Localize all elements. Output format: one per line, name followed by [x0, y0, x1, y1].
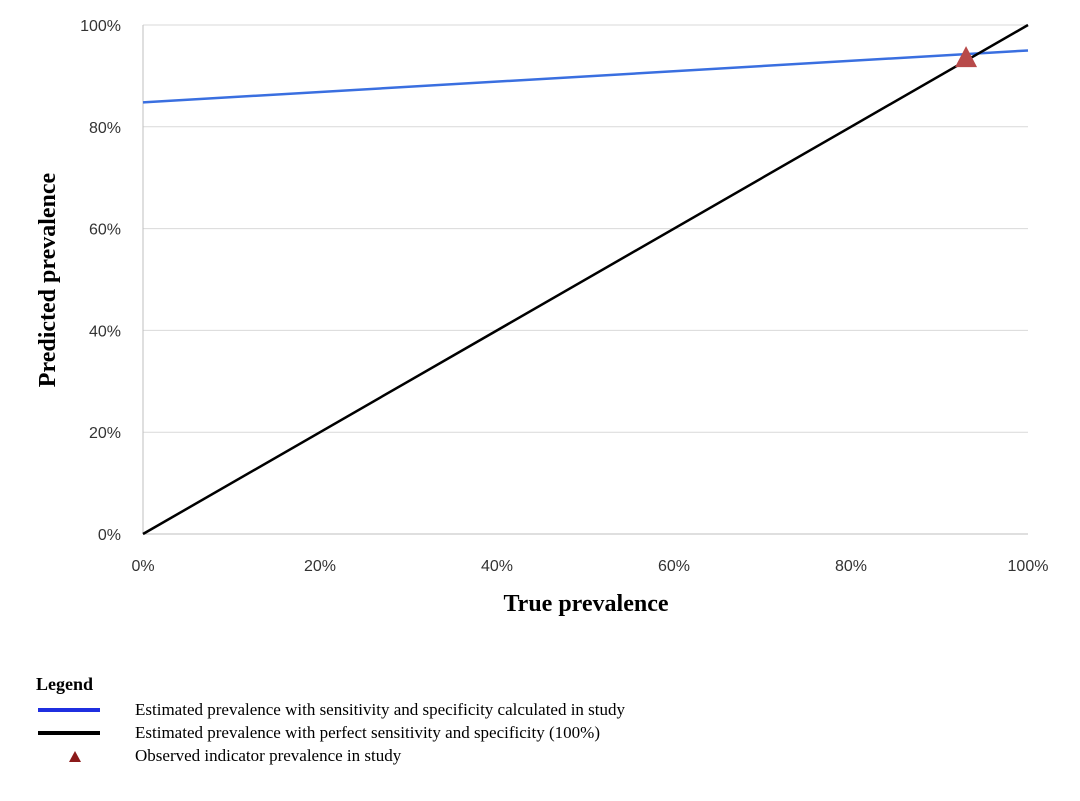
y-tick-label: 40% [89, 323, 121, 340]
y-tick-label: 100% [80, 18, 121, 35]
legend-item-estimated-study: Estimated prevalence with sensitivity an… [36, 699, 1036, 722]
y-tick-label: 20% [89, 425, 121, 442]
x-axis-title: True prevalence [503, 591, 668, 617]
y-tick-labels: 0% 20% 40% 60% 80% 100% [80, 18, 121, 544]
x-tick-labels: 0% 20% 40% 60% 80% 100% [131, 558, 1048, 575]
legend-title: Legend [36, 674, 94, 694]
x-tick-label: 40% [481, 558, 513, 575]
legend-blue-line-swatch [38, 708, 100, 712]
x-tick-label: 80% [835, 558, 867, 575]
observed-point-marker [955, 46, 978, 68]
series-line-1 [142, 23, 1029, 536]
legend-label: Estimated prevalence with sensitivity an… [135, 700, 626, 719]
series-line-0 [142, 49, 1029, 104]
y-tick-label: 0% [98, 527, 121, 544]
triangle-marker-icon [69, 751, 81, 762]
legend: Legend Estimated prevalence with sensiti… [36, 674, 1036, 768]
x-tick-label: 100% [1008, 558, 1049, 575]
legend-item-observed: Observed indicator prevalence in study [36, 745, 1036, 768]
series-points [955, 46, 978, 68]
prevalence-chart: 0% 20% 40% 60% 80% 100% 0% 20% 40% 60% 80% 100% Tr… [35, 18, 1048, 617]
legend-label: Observed indicator prevalence in study [135, 746, 402, 765]
legend-label: Estimated prevalence with perfect sensit… [135, 723, 600, 742]
series-lines [142, 23, 1029, 536]
x-tick-label: 60% [658, 558, 690, 575]
grid-lines [143, 24, 1028, 433]
x-tick-label: 20% [304, 558, 336, 575]
y-tick-label: 60% [89, 222, 121, 239]
axes [142, 25, 1028, 535]
x-tick-label: 0% [131, 558, 154, 575]
legend-item-perfect: Estimated prevalence with perfect sensit… [36, 722, 1036, 745]
legend-black-line-swatch [38, 731, 100, 735]
y-axis-title: Predicted prevalence [35, 172, 61, 387]
y-tick-label: 80% [89, 120, 121, 137]
